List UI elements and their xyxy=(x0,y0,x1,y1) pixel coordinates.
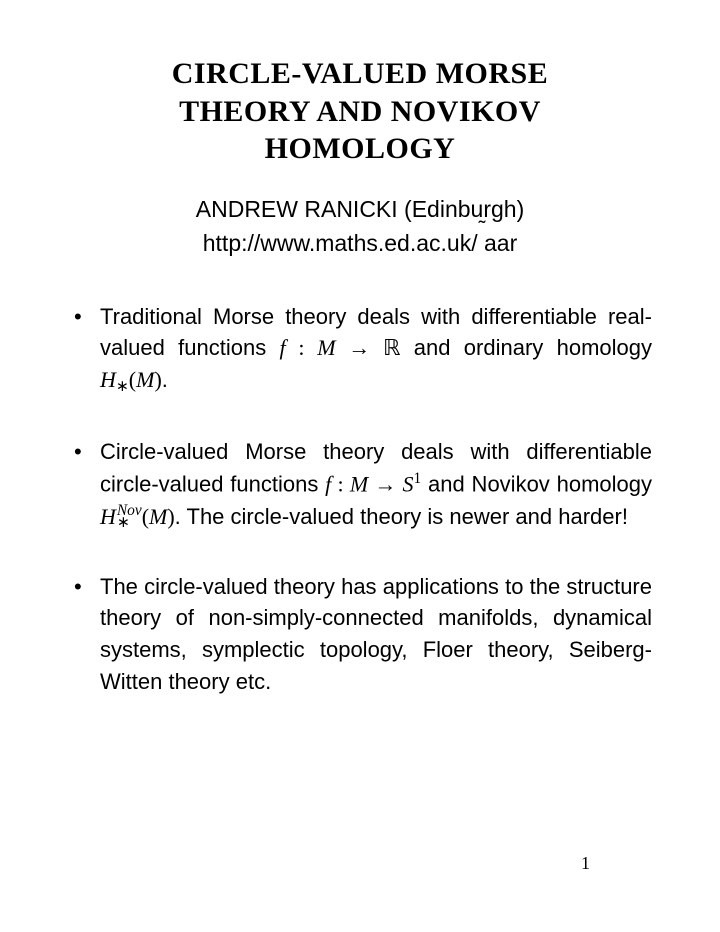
math-M: M xyxy=(317,335,335,360)
bullet-list: Traditional Morse theory deals with diff… xyxy=(68,301,652,699)
math-R: ℝ xyxy=(383,335,400,360)
author-url-suffix: aar xyxy=(484,230,517,256)
math-S: S xyxy=(403,472,414,497)
math-H-sub: ∗ xyxy=(117,516,142,530)
page-number: 1 xyxy=(581,853,590,874)
author-url: http://www.maths.ed.ac.uk/˜ aar xyxy=(203,230,517,256)
math-arrow: → xyxy=(336,335,383,360)
math-arrow: → xyxy=(368,472,402,497)
list-item: The circle-valued theory has application… xyxy=(68,571,652,699)
period: . xyxy=(162,367,168,392)
author-block: ANDREW RANICKI (Edinburgh) http://www.ma… xyxy=(68,192,652,261)
page: CIRCLE-VALUED MORSE THEORY AND NOVIKOV H… xyxy=(0,0,720,932)
author-name: ANDREW RANICKI (Edinburgh) xyxy=(196,196,524,222)
bullet-text: The circle-valued theory is newer and ha… xyxy=(181,504,628,529)
list-item: Circle-valued Morse theory deals with di… xyxy=(68,436,652,532)
math-H: H xyxy=(100,367,116,392)
math-H-supsub: Nov∗ xyxy=(117,504,142,532)
title-line-3: HOMOLOGY xyxy=(265,132,456,165)
author-url-tilde: ˜ xyxy=(478,226,484,261)
math-M: M xyxy=(350,472,368,497)
bullet-text: and Novikov homology xyxy=(421,472,652,497)
math-colon: : xyxy=(286,335,318,360)
bullet-text: and ordinary homology xyxy=(400,335,652,360)
math-paren: ) xyxy=(154,367,161,392)
author-url-prefix: http://www.maths.ed.ac.uk/ xyxy=(203,230,478,256)
title-line-1: CIRCLE-VALUED MORSE xyxy=(172,57,549,90)
math-colon: : xyxy=(331,472,350,497)
math-H-sub: ∗ xyxy=(116,378,129,395)
math-M: M xyxy=(136,367,154,392)
math-paren: ) xyxy=(167,504,174,529)
title-line-2: THEORY AND NOVIKOV xyxy=(179,95,541,128)
math-M: M xyxy=(149,504,167,529)
math-H: H xyxy=(100,504,116,529)
math-paren: ( xyxy=(142,504,149,529)
list-item: Traditional Morse theory deals with diff… xyxy=(68,301,652,399)
bullet-text: The circle-valued theory has application… xyxy=(100,574,652,695)
page-title: CIRCLE-VALUED MORSE THEORY AND NOVIKOV H… xyxy=(68,55,652,168)
